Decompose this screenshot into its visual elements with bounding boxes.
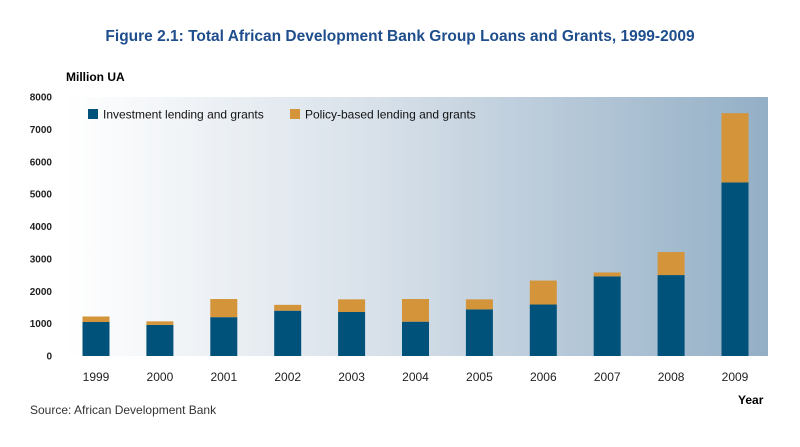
x-tick-label: 2008	[658, 370, 685, 384]
bar-policy	[402, 299, 429, 322]
legend-swatch	[290, 109, 300, 119]
x-tick-label: 2005	[466, 370, 493, 384]
bar-policy	[274, 304, 302, 311]
bar-investment	[465, 309, 493, 356]
bar-policy	[338, 299, 366, 312]
bar-policy	[82, 316, 110, 323]
x-tick-label: 2000	[147, 370, 174, 384]
source-note: Source: African Development Bank	[30, 403, 217, 417]
y-tick-label: 5000	[30, 190, 53, 201]
x-tick-label: 2009	[722, 370, 749, 384]
x-tick-label: 2007	[594, 370, 621, 384]
bar-policy	[593, 272, 621, 277]
x-tick-label: 1999	[83, 370, 110, 384]
bar-investment	[210, 317, 238, 356]
y-tick-label: 0	[46, 352, 52, 363]
y-axis-label: Million UA	[66, 70, 125, 84]
bar-investment	[274, 310, 302, 356]
x-axis-label: Year	[738, 393, 764, 407]
y-tick-label: 1000	[30, 319, 53, 330]
bar-investment	[402, 321, 429, 356]
legend-swatch	[88, 109, 98, 119]
bar-investment	[657, 275, 685, 356]
bar-policy	[146, 321, 174, 325]
bar-policy	[210, 299, 238, 318]
y-tick-label: 7000	[30, 125, 53, 136]
bar-investment	[721, 182, 749, 356]
y-tick-label: 6000	[30, 157, 53, 168]
y-tick-label: 2000	[30, 287, 53, 298]
bar-policy	[529, 280, 557, 305]
chart-title: Figure 2.1: Total African Development Ba…	[105, 28, 695, 45]
bar-investment	[338, 311, 366, 356]
x-tick-label: 2002	[274, 370, 301, 384]
x-tick-label: 2006	[530, 370, 557, 384]
bar-policy	[465, 299, 493, 310]
legend-label: Investment lending and grants	[103, 108, 264, 122]
bar-policy	[721, 113, 749, 183]
x-tick-label: 2003	[338, 370, 365, 384]
x-tick-label: 2001	[210, 370, 237, 384]
y-tick-label: 3000	[30, 254, 53, 265]
legend-label: Policy-based lending and grants	[305, 108, 476, 122]
bar-investment	[529, 304, 557, 356]
y-tick-label: 4000	[30, 222, 53, 233]
y-tick-label: 8000	[30, 93, 53, 104]
bar-policy	[657, 252, 685, 276]
bar-investment	[82, 322, 110, 356]
bar-investment	[146, 324, 174, 356]
x-tick-label: 2004	[402, 370, 429, 384]
bar-investment	[593, 276, 621, 356]
